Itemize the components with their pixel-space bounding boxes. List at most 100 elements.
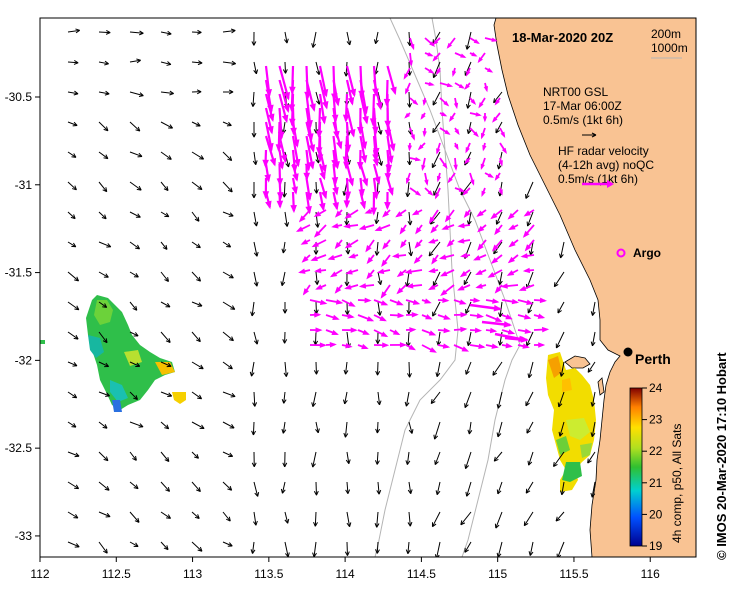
radar-arrow-head [384, 202, 391, 211]
model-arrow-head [282, 462, 288, 468]
model-arrow [315, 91, 320, 105]
model-legend-arrowhead [591, 132, 597, 138]
model-arrow [98, 31, 111, 34]
model-arrow [587, 361, 596, 373]
radar-arrow-head [405, 88, 410, 95]
model-arrow [282, 421, 286, 434]
radar-arrow-head [443, 314, 451, 320]
radar-arrow-head [492, 298, 500, 304]
model-arrow-head [464, 160, 469, 166]
garden-island [597, 377, 605, 396]
radar-arrow-head [498, 189, 503, 196]
model-arrow-head [375, 549, 380, 554]
model-arrow [408, 151, 411, 165]
radar-arrow-head [478, 343, 486, 350]
y-tick-label: -32 [15, 353, 33, 367]
radar-arrow-head [348, 301, 356, 307]
model-arrow [98, 271, 109, 278]
radar-arrow-head [473, 255, 481, 261]
model-arrow-head [497, 280, 503, 285]
model-arrow [222, 541, 233, 547]
model-arrow [160, 181, 169, 191]
model-arrow-head [105, 512, 111, 518]
model-arrow-head [196, 89, 202, 95]
model-legend: NRT00 GSL 17-Mar 06:00Z 0.5m/s (1kt 6h) [543, 85, 623, 138]
radar-arrow-head [508, 240, 516, 248]
model-arrow-head [71, 153, 77, 158]
radar-arrow-head [427, 52, 434, 57]
model-arrow-head [526, 341, 531, 347]
model-arrow-head [196, 337, 201, 343]
model-arrow-head [377, 311, 382, 316]
model-arrow-head [197, 546, 203, 552]
model-arrow-head [313, 369, 319, 375]
model-arrow [376, 451, 379, 465]
model-arrow [222, 481, 233, 491]
model-arrow [468, 211, 472, 225]
radar-arrow-head [424, 298, 432, 304]
model-arrow [468, 421, 472, 435]
colorbar-tick-label: 19 [649, 539, 663, 553]
colorbar-tick-label: 21 [649, 476, 663, 490]
model-arrow [408, 361, 411, 378]
model-arrow [98, 421, 108, 429]
model-arrow-head [344, 310, 350, 315]
model-arrow [67, 511, 79, 519]
y-tick-label: -30.5 [5, 90, 33, 104]
model-arrow-head [555, 343, 561, 349]
radar-arrow-head [342, 114, 350, 123]
model-arrow [191, 451, 199, 459]
model-arrow [222, 451, 233, 457]
model-arrow [497, 541, 503, 557]
radar-arrow-head [331, 329, 339, 335]
model-arrow-head [465, 308, 470, 314]
model-arrow [160, 481, 170, 492]
radar-arrow-head [281, 114, 289, 124]
model-arrow [432, 91, 441, 106]
model-arrow [67, 331, 79, 340]
model-arrow [465, 451, 472, 469]
model-arrow [251, 301, 255, 317]
model-arrow-head [136, 185, 142, 191]
radar-arrow-head [407, 145, 413, 152]
model-arrow [160, 301, 171, 308]
y-axis-ticks: -30.5 -31 -31.5 -32 -32.5 -33 [5, 90, 40, 543]
model-arrow-head [133, 332, 139, 337]
model-arrow [315, 271, 318, 285]
model-arrow-head [407, 489, 413, 494]
radar-arrow-head [464, 158, 470, 165]
model-arrow [315, 181, 318, 194]
model-arrow-head [197, 394, 203, 400]
model-arrow-head [345, 459, 351, 465]
radar-arrow-head [390, 86, 397, 96]
model-arrow [463, 271, 472, 285]
radar-arrow-head [364, 297, 372, 304]
model-arrow-head [104, 362, 110, 368]
model-arrow [98, 541, 108, 554]
model-arrow-head [165, 302, 171, 308]
model-arrow [129, 511, 140, 523]
model-arrow [312, 391, 317, 407]
model-arrow [129, 271, 139, 278]
model-arrow [98, 391, 110, 397]
model-arrow [283, 391, 286, 404]
model-arrow [160, 541, 169, 550]
model-arrow-head [464, 403, 469, 409]
model-arrow [191, 181, 203, 190]
model-arrow-head [74, 305, 80, 311]
radar-arrow-head [309, 103, 316, 112]
radar-legend: HF radar velocity (4-12h avg) noQC 0.5m/… [558, 144, 654, 188]
radar-arrow-head [522, 267, 531, 274]
radar-arrow-head [334, 286, 342, 294]
model-arrow [67, 361, 78, 367]
radar-arrow-head [349, 88, 357, 98]
radar-arrow-head [417, 144, 424, 151]
radar-arrow-head [376, 101, 383, 111]
radar-arrow-head [358, 224, 367, 231]
model-arrow-head [228, 452, 234, 458]
radar-arrow-head [454, 128, 460, 136]
model-arrow-head [311, 402, 317, 407]
model-arrow-head [498, 312, 503, 318]
radar-arrow-head [382, 210, 390, 218]
radar-arrow-head [432, 55, 439, 62]
